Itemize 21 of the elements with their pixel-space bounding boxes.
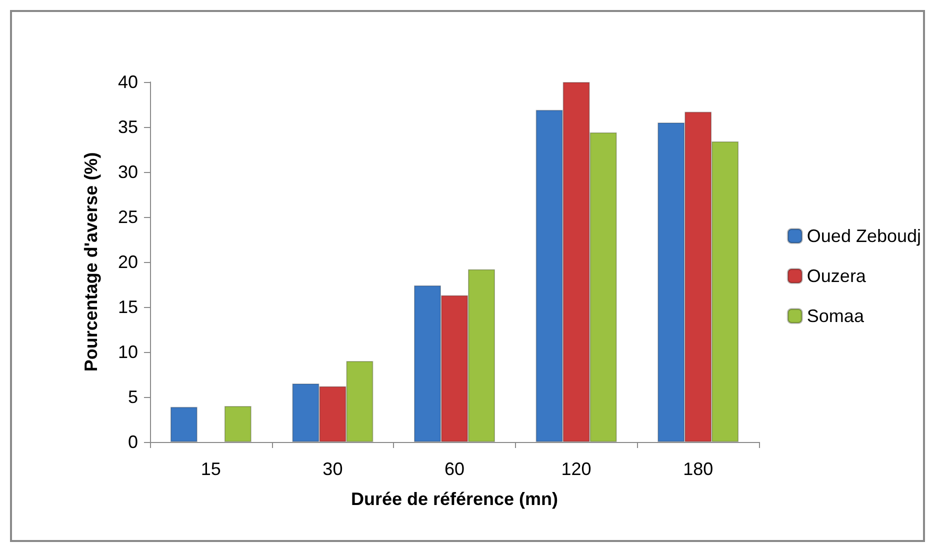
y-tick-label: 10 (118, 342, 138, 362)
x-axis-title: Durée de référence (mn) (350, 489, 558, 509)
y-tick-label: 25 (118, 207, 138, 227)
legend-label: Somaa (806, 306, 865, 326)
x-tick-label: 120 (561, 459, 592, 479)
x-tick-label: 30 (322, 459, 343, 479)
legend-label: Oued Zeboudj (806, 226, 922, 246)
y-tick-label: 0 (128, 432, 138, 452)
x-tick-label: 180 (683, 459, 714, 479)
bar (170, 406, 198, 442)
y-tick-label: 40 (118, 72, 138, 92)
bar (224, 406, 252, 442)
y-tick-label: 20 (118, 252, 138, 272)
y-tick-label: 30 (118, 162, 138, 182)
y-tick-label: 15 (118, 297, 138, 317)
legend-label: Ouzera (806, 266, 867, 286)
y-tick-label: 35 (118, 117, 138, 137)
y-tick-label: 5 (128, 387, 138, 407)
y-axis-title: Pourcentage d'averse (%) (81, 152, 101, 372)
x-tick-label: 60 (444, 459, 465, 479)
x-tick-label: 15 (200, 459, 221, 479)
